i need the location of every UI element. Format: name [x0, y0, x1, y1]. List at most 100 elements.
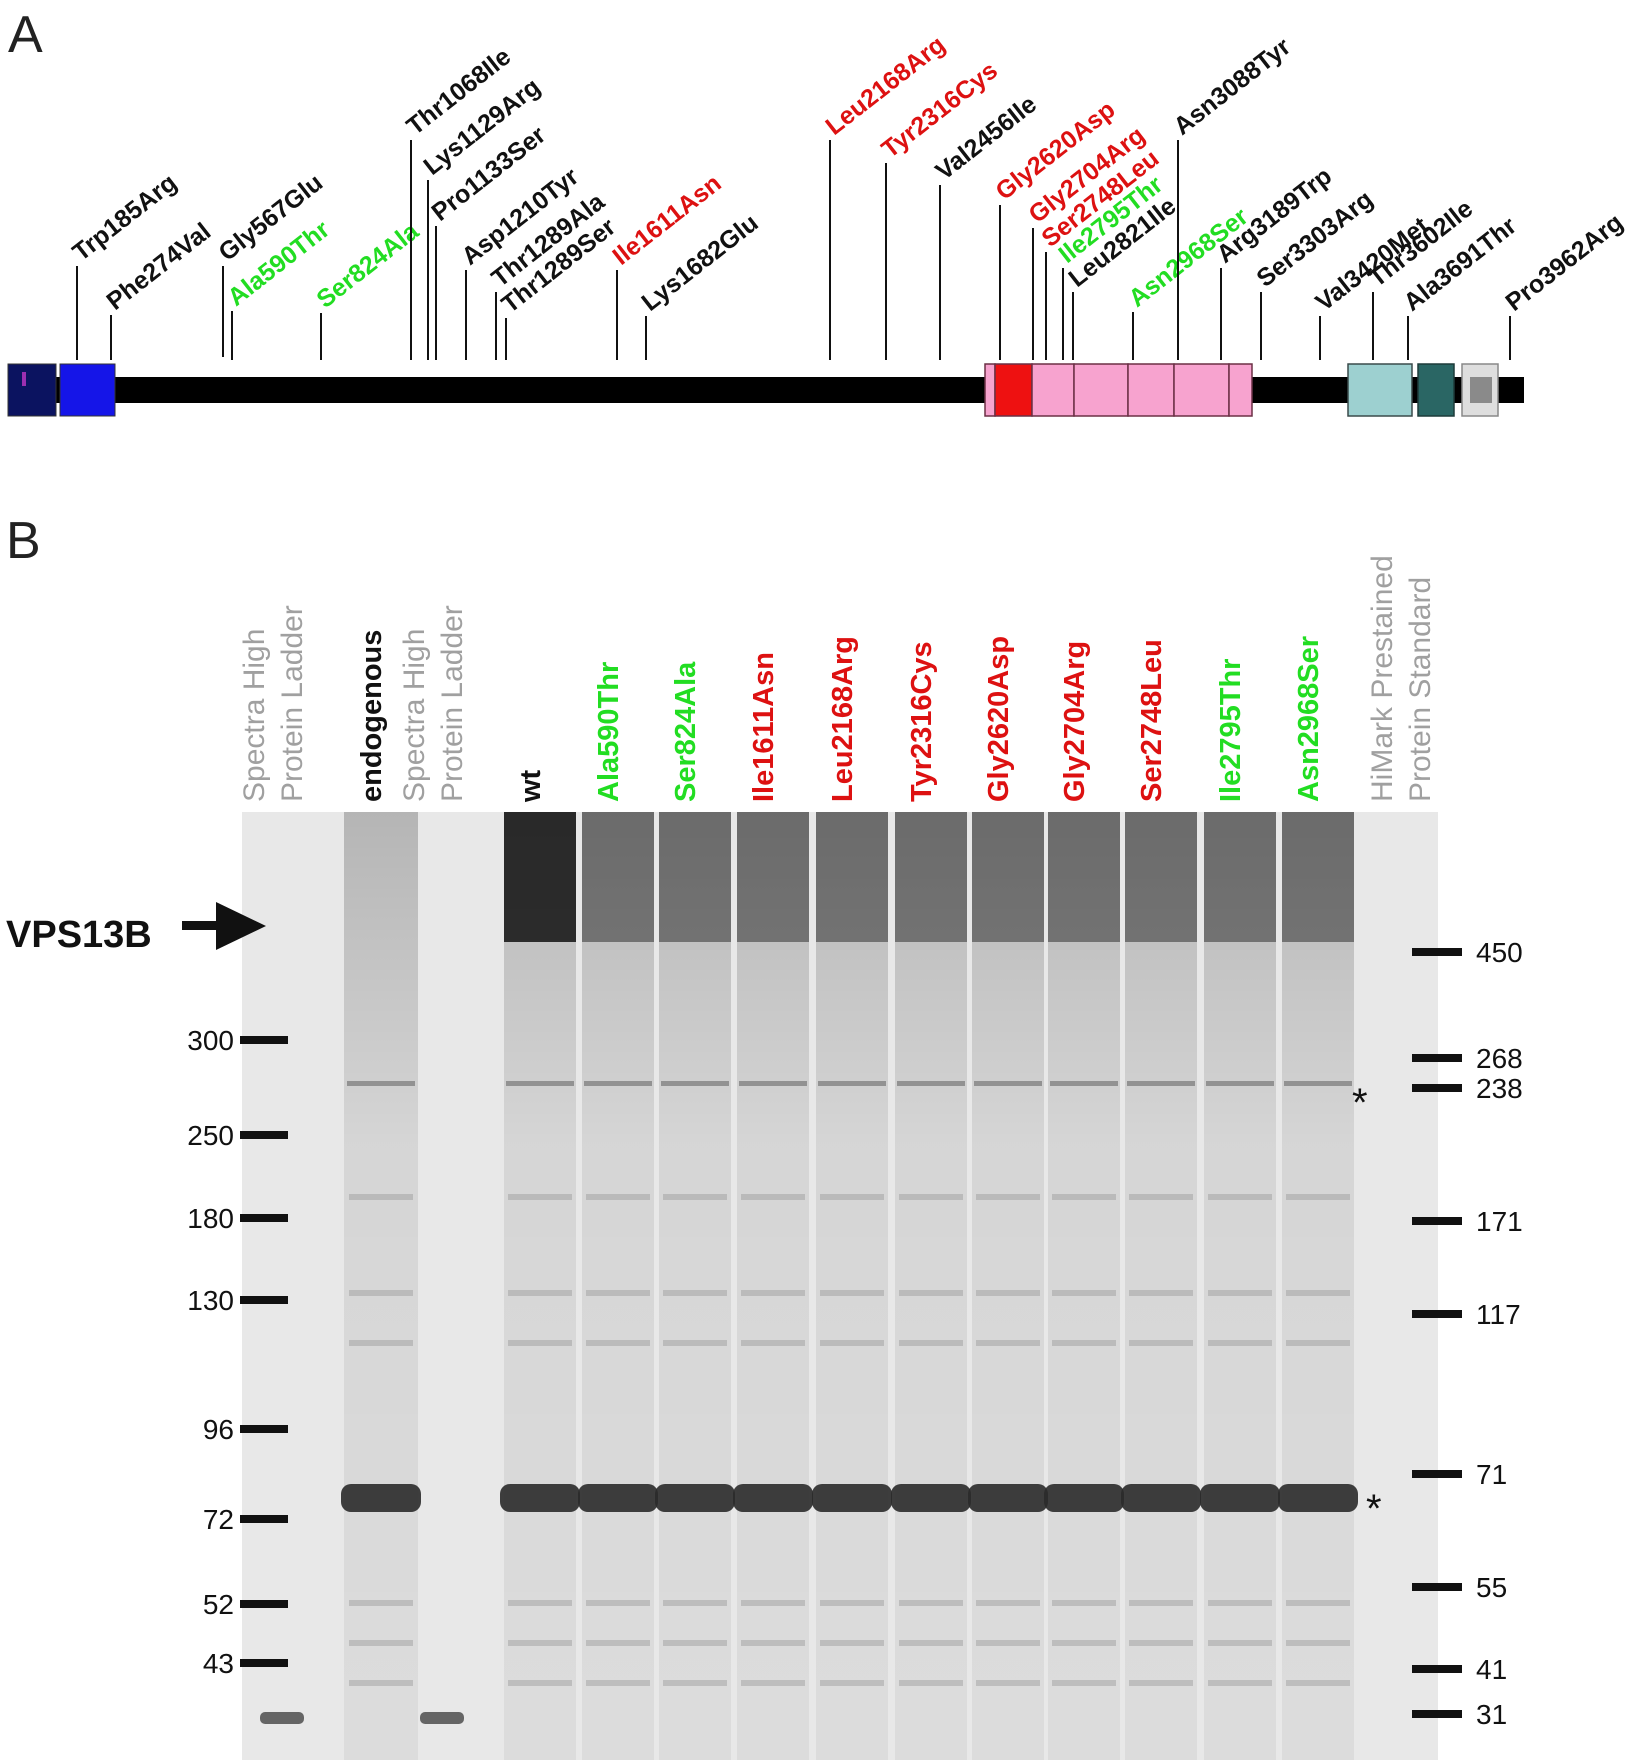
marker-tick [1412, 1583, 1462, 1591]
faint-band [820, 1640, 884, 1646]
faint-band [899, 1600, 963, 1606]
marker-tick [1412, 948, 1462, 956]
arrow-shaft-icon [182, 921, 218, 930]
faint-band [820, 1290, 884, 1296]
nonspecific-band [506, 1081, 574, 1086]
panel-b-letter: B [6, 512, 41, 570]
nonspecific-band [739, 1081, 807, 1086]
nonspecific-band [1127, 1081, 1195, 1086]
vps13b-band [1048, 812, 1120, 942]
blot-lane-smear [816, 812, 888, 1760]
domain-pink-1 [1031, 363, 1075, 417]
ladder-band [420, 1712, 464, 1724]
faint-band [741, 1290, 805, 1296]
domain-teal-light [1347, 363, 1413, 417]
blot-lane-smear [972, 812, 1044, 1760]
vps13b-band [895, 812, 967, 942]
marker-tick [240, 1425, 288, 1433]
domain-gray-inner [1470, 377, 1492, 403]
loading-control-band [341, 1484, 421, 1512]
marker-label: 96 [203, 1414, 234, 1445]
marker-tick [240, 1036, 288, 1044]
lane-label-line2: Protein Standard [1404, 577, 1437, 802]
blot-lane-smear [504, 812, 576, 1760]
loading-control-band [812, 1484, 892, 1512]
faint-band [349, 1194, 413, 1200]
marker-label: 238 [1476, 1073, 1523, 1104]
lane-label: Ile1611Asn [748, 652, 780, 802]
blot-lane-smear [1125, 812, 1197, 1760]
marker-tick [240, 1515, 288, 1523]
vps13b-band [582, 812, 654, 942]
marker-tick [1412, 1217, 1462, 1225]
marker-tick [240, 1296, 288, 1304]
marker-label: 250 [187, 1120, 234, 1151]
faint-band [1129, 1290, 1193, 1296]
marker-label: 55 [1476, 1572, 1507, 1603]
loading-control-band [891, 1484, 971, 1512]
faint-band [976, 1600, 1040, 1606]
marker-tick [240, 1659, 288, 1667]
faint-band [1129, 1194, 1193, 1200]
faint-band [1052, 1290, 1116, 1296]
vps13b-band [1125, 812, 1197, 942]
protein-domain-diagram [7, 363, 1524, 417]
variant-annotations: Trp185ArgPhe274ValGly567GluAla590ThrSer8… [67, 31, 1628, 360]
domain-red [994, 363, 1033, 417]
nonspecific-band [661, 1081, 729, 1086]
faint-band [1052, 1600, 1116, 1606]
faint-band [1286, 1640, 1350, 1646]
faint-band [1052, 1680, 1116, 1686]
marker-tick [240, 1600, 288, 1608]
faint-band [1286, 1340, 1350, 1346]
faint-band [820, 1600, 884, 1606]
domain-teal-dark [1417, 363, 1455, 417]
nonspecific-band [1284, 1081, 1352, 1086]
faint-band [586, 1194, 650, 1200]
blot-lane-smear [895, 812, 967, 1760]
faint-band [899, 1194, 963, 1200]
nonspecific-band [347, 1081, 415, 1086]
blot-lane-smear [582, 812, 654, 1760]
marker-tick [1412, 1054, 1462, 1062]
faint-band [508, 1290, 572, 1296]
lane-label: Gly2704Arg [1059, 641, 1091, 802]
lane-label: Gly2620Asp [983, 636, 1015, 802]
vps13b-band [816, 812, 888, 942]
vps13b-band [504, 812, 576, 942]
faint-band [1208, 1194, 1272, 1200]
faint-band [1052, 1640, 1116, 1646]
lane-labels: Spectra High Protein Ladder endogenous Spec… [238, 555, 1437, 803]
faint-band [508, 1194, 572, 1200]
faint-band [741, 1640, 805, 1646]
asterisk-lower: * [1366, 1487, 1382, 1531]
vps13b-band [972, 812, 1044, 942]
faint-band [741, 1194, 805, 1200]
vps13b-band [737, 812, 809, 942]
asterisk-upper: * [1352, 1081, 1368, 1125]
faint-band [1129, 1340, 1193, 1346]
marker-label: 71 [1476, 1459, 1507, 1490]
faint-band [741, 1340, 805, 1346]
faint-band [586, 1290, 650, 1296]
marker-label: 72 [203, 1504, 234, 1535]
variant-label: Pro3962Arg [1500, 208, 1628, 316]
faint-band [1129, 1640, 1193, 1646]
faint-band [508, 1680, 572, 1686]
faint-band [1052, 1340, 1116, 1346]
faint-band [663, 1340, 727, 1346]
domain-pink-2 [1073, 363, 1129, 417]
blot-lane-smear [1282, 812, 1354, 1760]
faint-band [820, 1194, 884, 1200]
faint-band [1129, 1680, 1193, 1686]
marker-tick [1412, 1665, 1462, 1673]
domain-n-terminal-mark [22, 372, 26, 386]
marker-tick [1412, 1710, 1462, 1718]
faint-band [586, 1680, 650, 1686]
lane-label: wt [515, 769, 547, 803]
faint-band [976, 1290, 1040, 1296]
faint-band [1286, 1194, 1350, 1200]
loading-control-band [733, 1484, 813, 1512]
